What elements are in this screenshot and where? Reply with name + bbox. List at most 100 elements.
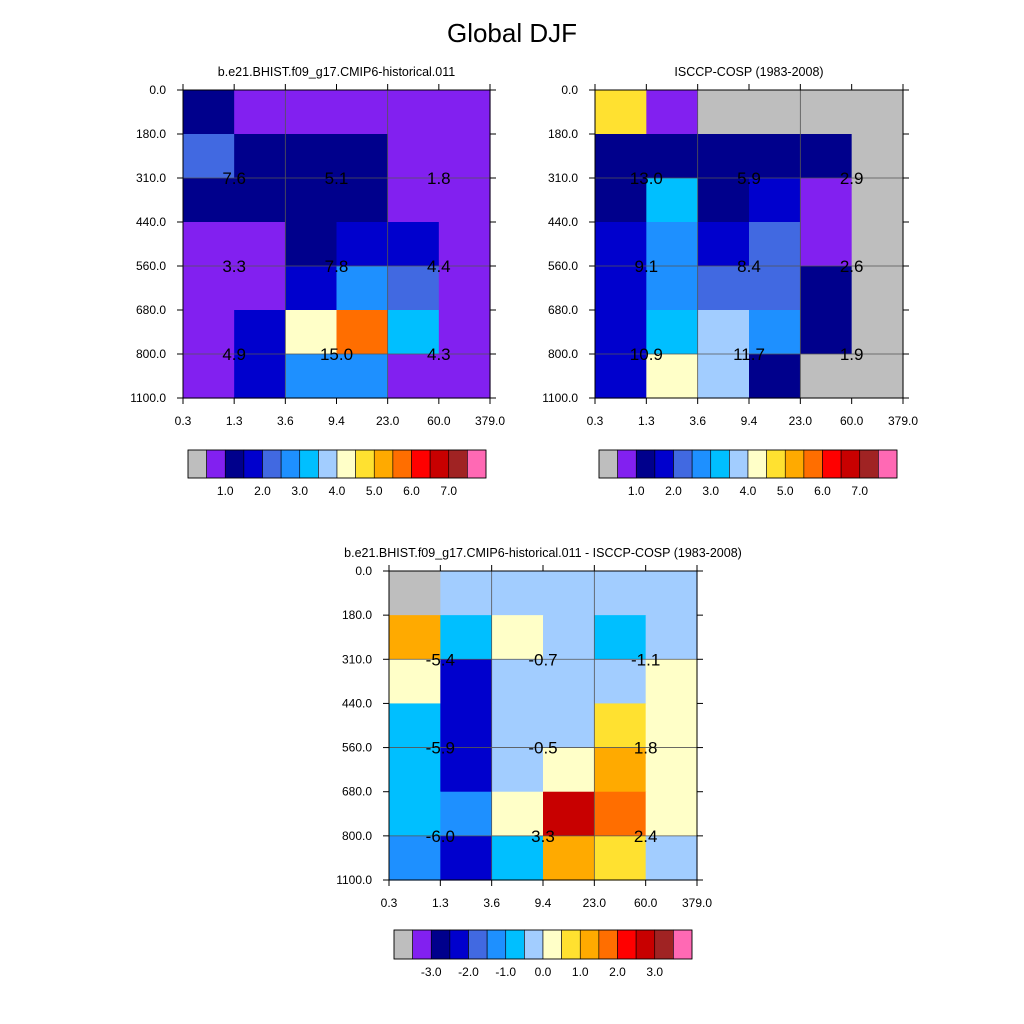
colorbar-box xyxy=(412,929,432,960)
heatmap-cell xyxy=(183,178,235,223)
heatmap-cell xyxy=(440,835,493,881)
colorbar-box xyxy=(635,449,656,479)
heatmap-cell xyxy=(697,178,750,223)
y-tick-label: 0.0 xyxy=(149,83,166,97)
heatmap-cell xyxy=(234,222,286,267)
heatmap-cell xyxy=(438,90,491,135)
y-tick-label: 560.0 xyxy=(342,741,372,755)
colorbar-box xyxy=(468,929,488,960)
colorbar-box xyxy=(467,449,487,479)
heatmap-cell xyxy=(440,747,493,793)
heatmap-cell xyxy=(336,222,389,267)
heatmap-cell xyxy=(387,134,440,179)
panel-title: b.e21.BHIST.f09_g17.CMIP6-historical.011… xyxy=(344,546,742,560)
x-tick-label: 0.3 xyxy=(175,414,192,428)
data-label: 2.9 xyxy=(840,169,864,188)
heatmap-cell xyxy=(645,791,698,837)
colorbar-label: 1.0 xyxy=(217,484,234,498)
heatmap-cell xyxy=(800,178,853,223)
data-label: 4.4 xyxy=(427,257,451,276)
colorbar-label: 3.0 xyxy=(291,484,308,498)
heatmap-cell xyxy=(851,310,904,355)
colorbar-box xyxy=(187,449,207,479)
colorbar-box xyxy=(206,449,226,479)
colorbar-label: 1.0 xyxy=(572,965,589,979)
x-tick-label: 23.0 xyxy=(583,896,607,910)
heatmap-cell xyxy=(749,90,801,135)
heatmap-cell xyxy=(440,791,493,837)
colorbar-box xyxy=(429,449,450,479)
y-tick-label: 1100.0 xyxy=(542,391,578,405)
heatmap-cell xyxy=(749,354,801,399)
heatmap-cell xyxy=(183,354,235,399)
heatmap-cell xyxy=(387,310,440,355)
heatmap-cell xyxy=(389,615,441,660)
colorbar-box xyxy=(505,929,525,960)
heatmap-cell xyxy=(440,615,493,660)
heatmap-cell xyxy=(851,90,904,135)
heatmap-cell xyxy=(491,615,544,660)
heatmap-cell xyxy=(851,222,904,267)
colorbar-box xyxy=(859,449,879,479)
heatmap-cell xyxy=(594,615,647,660)
y-tick-label: 180.0 xyxy=(342,608,372,622)
data-label: 5.9 xyxy=(737,169,761,188)
heatmap-cell xyxy=(543,835,595,881)
heatmap-cell xyxy=(749,134,801,179)
colorbar-box xyxy=(803,449,823,479)
heatmap-cell xyxy=(285,134,338,179)
colorbar-box xyxy=(766,449,786,479)
panel-model: b.e21.BHIST.f09_g17.CMIP6-historical.011… xyxy=(130,65,505,498)
y-tick-label: 440.0 xyxy=(136,215,166,229)
heatmap-cell xyxy=(595,310,647,355)
heatmap-cell xyxy=(697,134,750,179)
heatmap-cell xyxy=(183,266,235,311)
heatmap-cell xyxy=(440,571,493,616)
colorbar-box xyxy=(524,929,544,960)
data-label: -5.9 xyxy=(426,739,455,758)
heatmap-cell xyxy=(646,134,699,179)
colorbar-frame xyxy=(393,929,693,960)
heatmap-cell xyxy=(851,354,904,399)
data-label: 2.6 xyxy=(840,257,864,276)
x-tick-label: 1.3 xyxy=(226,414,243,428)
heatmap-cell xyxy=(336,178,389,223)
colorbar-box xyxy=(691,449,712,479)
colorbar-label: 4.0 xyxy=(329,484,346,498)
heatmap-cell xyxy=(285,90,338,135)
x-tick-label: 379.0 xyxy=(682,896,712,910)
heatmap-cell xyxy=(234,134,286,179)
heatmap-cell xyxy=(595,266,647,311)
heatmap-cell xyxy=(800,90,853,135)
heatmap-cell xyxy=(645,615,698,660)
heatmap-cell xyxy=(697,222,750,267)
x-tick-label: 60.0 xyxy=(427,414,451,428)
heatmap-cell xyxy=(594,747,647,793)
colorbar-label: 4.0 xyxy=(740,484,757,498)
heatmap-cell xyxy=(285,222,338,267)
heatmap-cell xyxy=(387,222,440,267)
heatmap-cell xyxy=(336,310,389,355)
heatmap-cell xyxy=(749,266,801,311)
x-tick-label: 1.3 xyxy=(432,896,449,910)
data-label: 15.0 xyxy=(320,345,353,364)
x-tick-label: 379.0 xyxy=(475,414,505,428)
colorbar-box xyxy=(673,929,693,960)
x-tick-label: 3.6 xyxy=(483,896,500,910)
heatmap-cell xyxy=(389,835,441,881)
heatmap-cell xyxy=(595,354,647,399)
heatmap-cell xyxy=(646,222,699,267)
x-tick-label: 3.6 xyxy=(689,414,706,428)
heatmap-cell xyxy=(800,310,853,355)
heatmap-cell xyxy=(389,703,441,749)
colorbar-box xyxy=(784,449,805,479)
colorbar: -3.0 -2.0 -1.0 0.0 1.0 2.0 3.0 xyxy=(393,929,693,979)
data-label: 8.4 xyxy=(737,257,761,276)
colorbar-label: 2.0 xyxy=(609,965,626,979)
heatmap-cell xyxy=(800,266,853,311)
heatmap-cell xyxy=(336,134,389,179)
x-tick-label: 0.3 xyxy=(587,414,604,428)
colorbar-box xyxy=(654,929,674,960)
